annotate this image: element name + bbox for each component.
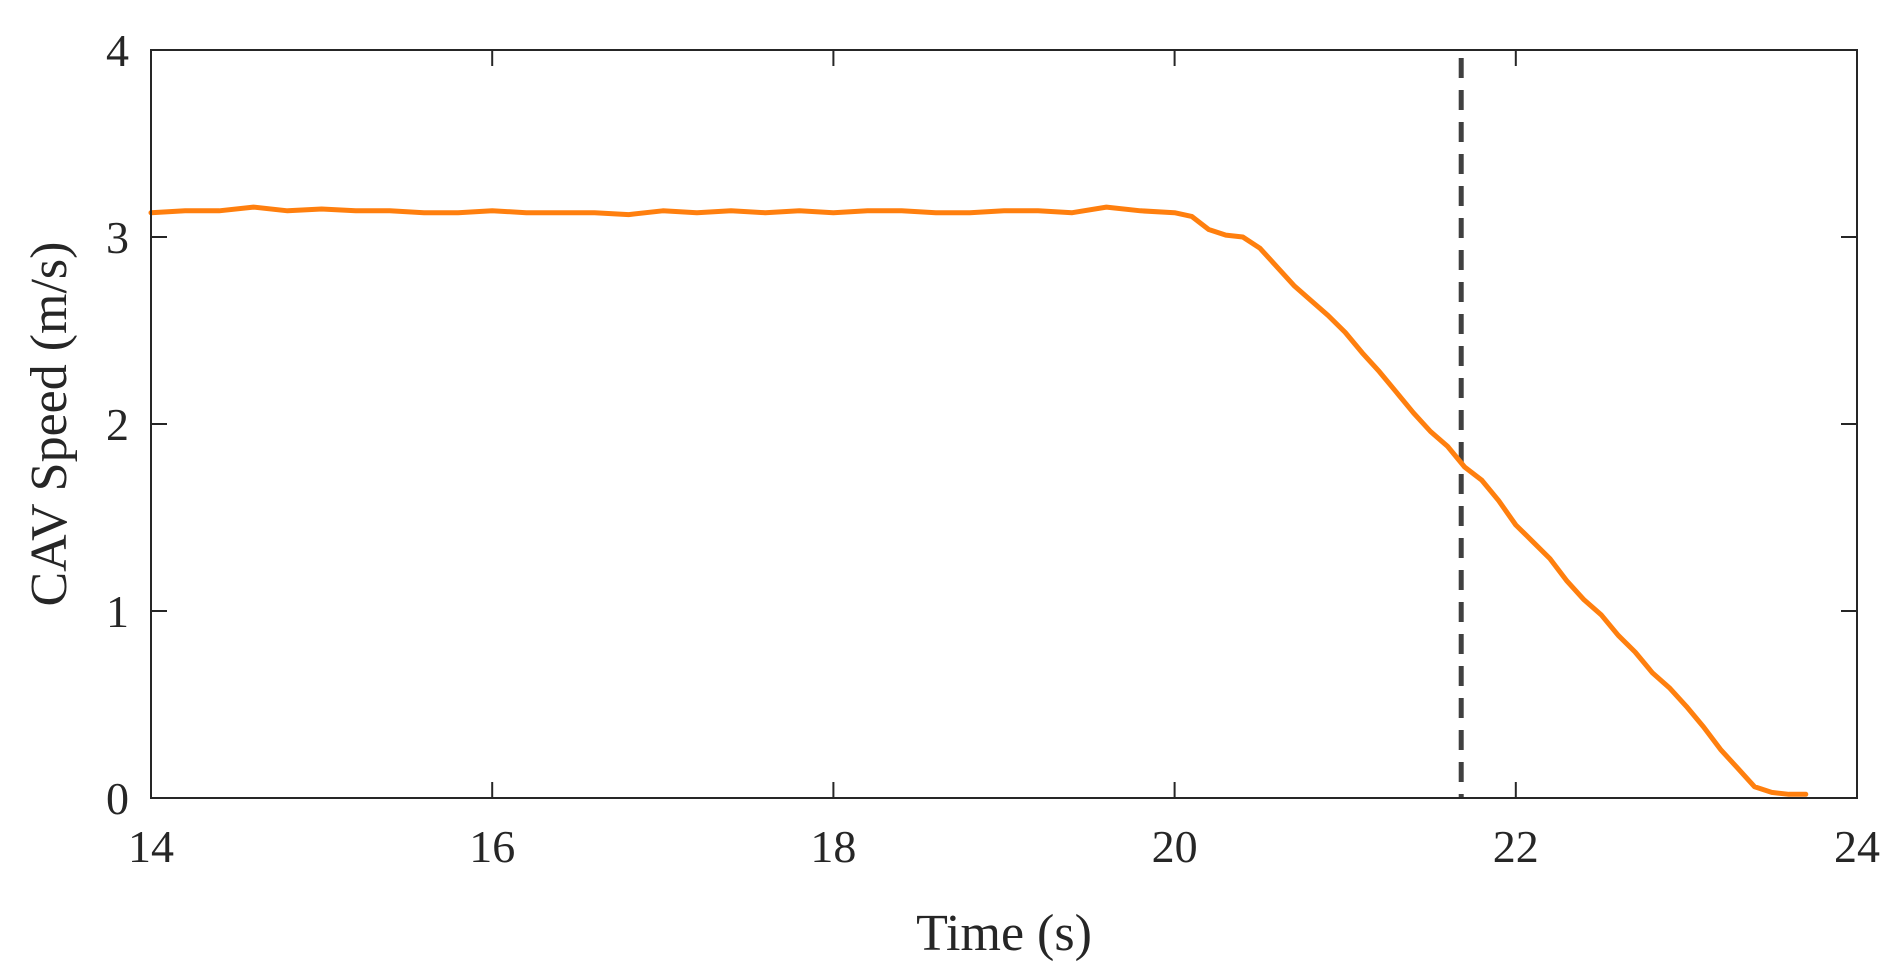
- x-axis-label: Time (s): [916, 905, 1092, 962]
- y-tick-label: 4: [106, 25, 129, 76]
- y-axis-label: CAV Speed (m/s): [21, 242, 78, 607]
- y-tick-label: 3: [106, 212, 129, 263]
- x-tick-label: 16: [469, 821, 515, 872]
- x-tick-label: 20: [1152, 821, 1198, 872]
- series-line-0: [148, 204, 1809, 797]
- y-tick-label: 1: [106, 586, 129, 637]
- x-tick-label: 22: [1493, 821, 1539, 872]
- axis-frame: [150, 49, 1858, 799]
- x-tick-label: 18: [810, 821, 856, 872]
- axis-labels: Time (s) CAV Speed (m/s): [21, 242, 1092, 963]
- axes: 14 16 18 20 22 24 0 1 2 3 4: [106, 25, 1880, 872]
- y-tick-label: 2: [106, 399, 129, 450]
- y-tick-label: 0: [106, 773, 129, 824]
- x-tick-label: 14: [128, 821, 174, 872]
- x-tick-label: 24: [1834, 821, 1880, 872]
- plot-area: [148, 58, 1809, 798]
